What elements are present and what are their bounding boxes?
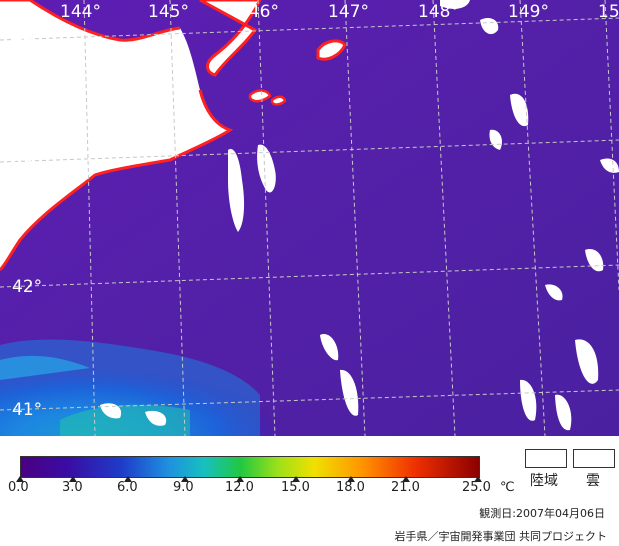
- scale-tick-mark: [347, 476, 355, 482]
- scale-tick-label: 9.0: [173, 480, 194, 495]
- cloud-legend-label: 雲: [586, 473, 600, 489]
- scale-tick-mark: [16, 476, 24, 482]
- scale-tick-mark: [124, 476, 132, 482]
- scale-tick-mark: [292, 476, 300, 482]
- scale-tick-mark: [474, 476, 482, 482]
- lon-label-144: 144°: [60, 2, 101, 22]
- scale-tick-label: 12.0: [225, 480, 254, 495]
- lat-label-42: 42°: [12, 277, 43, 297]
- land-legend-label: 陸域: [530, 473, 558, 489]
- scale-tick-label: 0.0: [8, 480, 29, 495]
- scale-tick-label: 6.0: [117, 480, 138, 495]
- warm-current-eddy: [0, 355, 90, 380]
- credit-line: 岩手県／宇宙開発事業団 共同プロジェクト: [394, 530, 608, 543]
- scale-tick-label: 18.0: [336, 480, 365, 495]
- lat-label-43: 43°: [12, 152, 43, 172]
- unit-label: ℃: [500, 480, 515, 495]
- etorofu-island: [316, 39, 347, 61]
- lon-label-147: 147°: [328, 2, 369, 22]
- lon-label-150: 15: [598, 2, 619, 22]
- temperature-color-scale: [20, 456, 480, 478]
- cloud-legend-box: [573, 449, 615, 468]
- lon-label-149: 149°: [508, 2, 549, 22]
- lon-label-146: 146°: [238, 2, 279, 22]
- coastline-south: [0, 89, 234, 272]
- lat-label-41: 41°: [12, 400, 43, 420]
- cloud-cover: [100, 0, 619, 431]
- scale-tick-mark: [181, 476, 189, 482]
- habomai-island: [270, 95, 287, 106]
- sst-map: [0, 0, 619, 437]
- observation-date: 観測日:2007年04月06日: [479, 507, 605, 520]
- lon-label-148: 148°: [418, 2, 459, 22]
- scale-tick-label: 25.0: [462, 480, 491, 495]
- scale-tick-label: 21.0: [391, 480, 420, 495]
- coastline-north: [0, 0, 181, 42]
- graticule: [0, 0, 619, 437]
- land-legend-box: [525, 449, 567, 468]
- kunashiri-island: [199, 0, 262, 77]
- scale-tick-mark: [402, 476, 410, 482]
- shikotan-island: [248, 89, 272, 103]
- lat-label-44: 44°: [12, 28, 43, 48]
- scale-tick-label: 3.0: [62, 480, 83, 495]
- sst-map-canvas: [0, 0, 619, 437]
- lon-label-145: 145°: [148, 2, 189, 22]
- scale-tick-mark: [236, 476, 244, 482]
- scale-tick-mark: [69, 476, 77, 482]
- scale-tick-label: 15.0: [281, 480, 310, 495]
